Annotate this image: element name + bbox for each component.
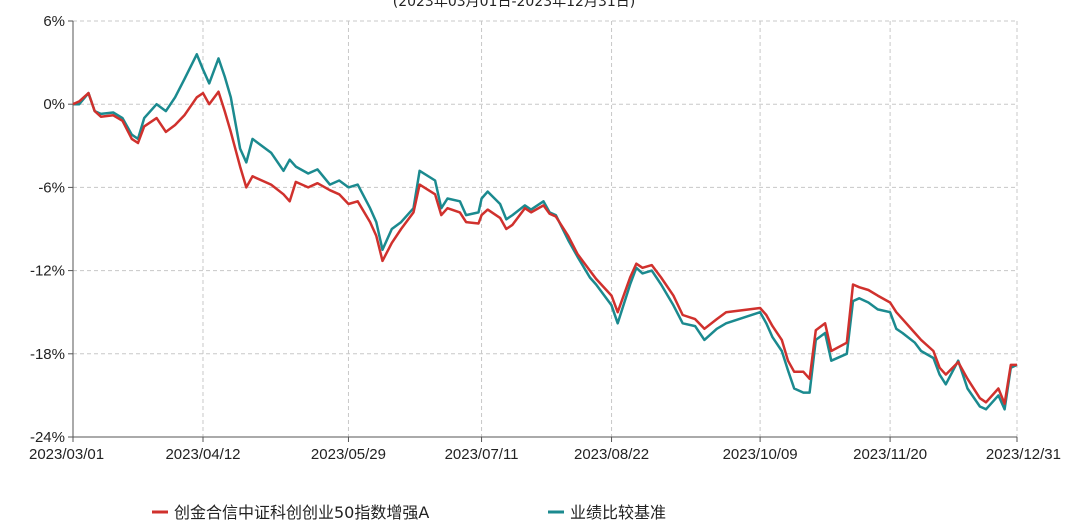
y-tick-label: 6% [43,13,65,30]
x-tick-label: 2023/10/09 [723,446,798,463]
series-line-fund [72,90,1017,405]
chart-subtitle: (2023年03月01日-2023年12月31日) [393,0,636,10]
y-tick-label: -18% [30,346,65,363]
x-tick-label: 2023/07/11 [445,446,519,463]
series-line-benchmark [73,53,1018,411]
y-tick-label: -6% [38,179,65,196]
legend-label-benchmark: 业绩比较基准 [570,503,666,522]
y-tick-label: -12% [30,263,65,280]
x-tick-label: 2023/12/31 [986,446,1061,463]
y-tick-label: -24% [30,429,65,446]
legend-label-fund: 创金合信中证科创创业50指数增强A [174,503,429,522]
x-tick-label: 2023/08/22 [574,446,649,463]
y-tick-label: 0% [43,96,65,113]
legend: 创金合信中证科创创业50指数增强A 业绩比较基准 [152,503,666,522]
x-tick-label: 2023/04/12 [165,446,240,463]
x-tick-label: 2023/11/20 [853,446,927,463]
x-tick-label: 2023/03/01 [29,446,104,463]
axes: 6% 0% -6% -12% -18% -24%2023/03/01 2023/04/12 2… [29,13,1061,463]
series-lines [72,53,1018,411]
x-tick-label: 2023/05/29 [311,446,386,463]
grid-lines [73,20,1018,437]
